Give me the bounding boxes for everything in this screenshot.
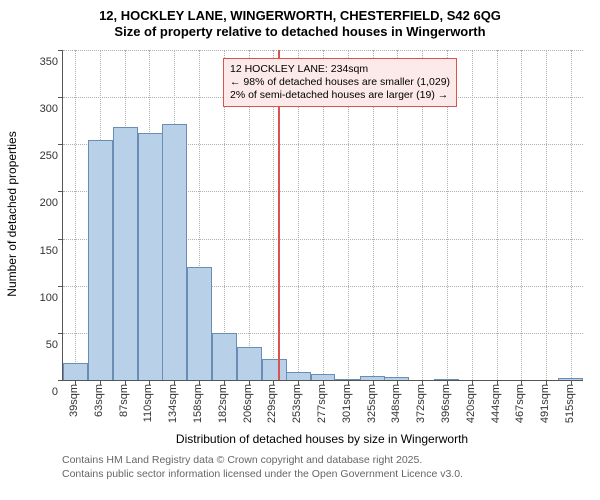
y-tick-label: 50 <box>0 339 58 351</box>
plot-area: 12 HOCKLEY LANE: 234sqm← 98% of detached… <box>62 50 583 381</box>
title-line-1: 12, HOCKLEY LANE, WINGERWORTH, CHESTERFI… <box>0 8 600 24</box>
x-tick-label: 206sqm <box>242 384 254 423</box>
x-tick-label: 63sqm <box>93 384 105 417</box>
histogram-bar <box>113 127 138 380</box>
x-tick-label: 277sqm <box>316 384 328 423</box>
annotation-line: 2% of semi-detached houses are larger (1… <box>230 89 450 102</box>
gridline-v <box>546 50 547 380</box>
title-line-2: Size of property relative to detached ho… <box>0 24 600 40</box>
x-tick-label: 253sqm <box>291 384 303 423</box>
gridline-v <box>472 50 473 380</box>
gridline-v <box>571 50 572 380</box>
x-tick-label: 134sqm <box>167 384 179 423</box>
x-tick-label: 301sqm <box>341 384 353 423</box>
x-tick-label: 515sqm <box>564 384 576 423</box>
gridline-v <box>521 50 522 380</box>
footer-line-1: Contains HM Land Registry data © Crown c… <box>62 454 463 468</box>
x-tick-label: 39sqm <box>68 384 80 417</box>
chart-title: 12, HOCKLEY LANE, WINGERWORTH, CHESTERFI… <box>0 0 600 41</box>
y-tick-label: 0 <box>0 386 58 398</box>
annotation-line: 12 HOCKLEY LANE: 234sqm <box>230 63 450 76</box>
gridline-v <box>497 50 498 380</box>
histogram-bar <box>63 363 88 380</box>
annotation-line: ← 98% of detached houses are smaller (1,… <box>230 76 450 89</box>
histogram-bar <box>335 379 360 380</box>
histogram-bar <box>558 378 583 380</box>
histogram-bar <box>187 267 212 380</box>
annotation-box: 12 HOCKLEY LANE: 234sqm← 98% of detached… <box>223 58 457 107</box>
histogram-bar <box>286 372 311 380</box>
histogram-bar <box>311 374 336 380</box>
histogram-bar <box>262 359 287 380</box>
x-tick-label: 325sqm <box>366 384 378 423</box>
y-axis-title: Number of detached properties <box>5 114 19 314</box>
histogram-bar <box>360 376 385 380</box>
x-tick-label: 87sqm <box>118 384 130 417</box>
histogram-bar <box>384 377 409 380</box>
x-axis-title: Distribution of detached houses by size … <box>62 432 582 446</box>
x-tick-label: 182sqm <box>217 384 229 423</box>
histogram-bar <box>434 379 459 380</box>
histogram-bar <box>138 133 163 380</box>
histogram-bar <box>237 347 262 380</box>
x-tick-label: 491sqm <box>539 384 551 423</box>
y-tick-label: 350 <box>0 56 58 68</box>
attribution-footer: Contains HM Land Registry data © Crown c… <box>62 454 463 481</box>
x-tick-label: 420sqm <box>465 384 477 423</box>
chart-container: 12, HOCKLEY LANE, WINGERWORTH, CHESTERFI… <box>0 0 600 500</box>
histogram-bar <box>162 124 187 380</box>
x-tick-label: 229sqm <box>266 384 278 423</box>
gridline-v <box>75 50 76 380</box>
histogram-bar <box>88 140 113 380</box>
x-tick-label: 158sqm <box>192 384 204 423</box>
x-tick-label: 444sqm <box>490 384 502 423</box>
x-tick-label: 467sqm <box>514 384 526 423</box>
x-tick-label: 348sqm <box>390 384 402 423</box>
footer-line-2: Contains public sector information licen… <box>62 468 463 482</box>
histogram-bar <box>212 333 237 380</box>
x-tick-label: 110sqm <box>142 384 154 422</box>
x-tick-label: 396sqm <box>440 384 452 423</box>
x-tick-label: 372sqm <box>415 384 427 423</box>
